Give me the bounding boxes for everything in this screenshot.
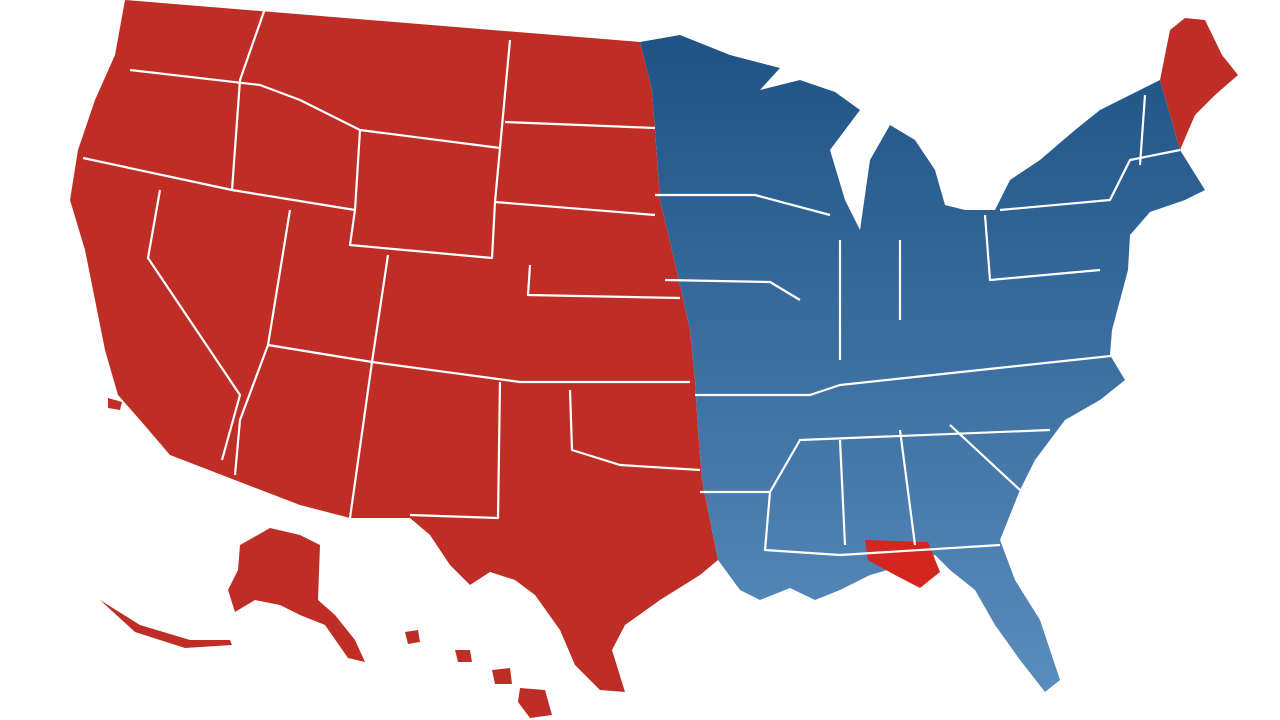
border-line	[371, 360, 690, 384]
border-line	[233, 344, 270, 476]
border-line	[898, 429, 917, 546]
border-line	[266, 209, 390, 364]
border-line	[348, 361, 374, 519]
border-line	[695, 353, 1121, 397]
border-line	[655, 193, 831, 217]
border-line	[568, 389, 701, 472]
border-line	[1138, 94, 1147, 166]
border-line	[949, 424, 1021, 491]
red-island	[492, 668, 512, 684]
border-line	[763, 491, 1001, 557]
border-line	[146, 189, 242, 461]
red-island	[518, 688, 552, 718]
red-state-alaska	[228, 528, 365, 662]
state-borders	[82, 0, 1181, 557]
border-line	[230, 0, 270, 191]
border-line	[664, 278, 801, 301]
border-line	[493, 39, 512, 203]
border-line	[129, 68, 501, 150]
red-state-patch	[865, 540, 940, 588]
blue-region-east	[640, 35, 1205, 692]
border-line	[504, 120, 656, 130]
border-line	[526, 264, 681, 300]
border-line	[700, 428, 1051, 494]
border-line	[838, 439, 847, 546]
red-island	[455, 650, 472, 662]
red-island	[150, 412, 165, 422]
red-state-maine	[1160, 18, 1238, 150]
border-line	[983, 214, 1101, 282]
red-island	[108, 398, 122, 410]
border-line	[409, 381, 502, 520]
border-line	[999, 148, 1181, 212]
border-line	[353, 129, 362, 211]
red-region-west	[70, 0, 718, 692]
red-island	[405, 630, 420, 644]
red-island	[100, 600, 232, 648]
